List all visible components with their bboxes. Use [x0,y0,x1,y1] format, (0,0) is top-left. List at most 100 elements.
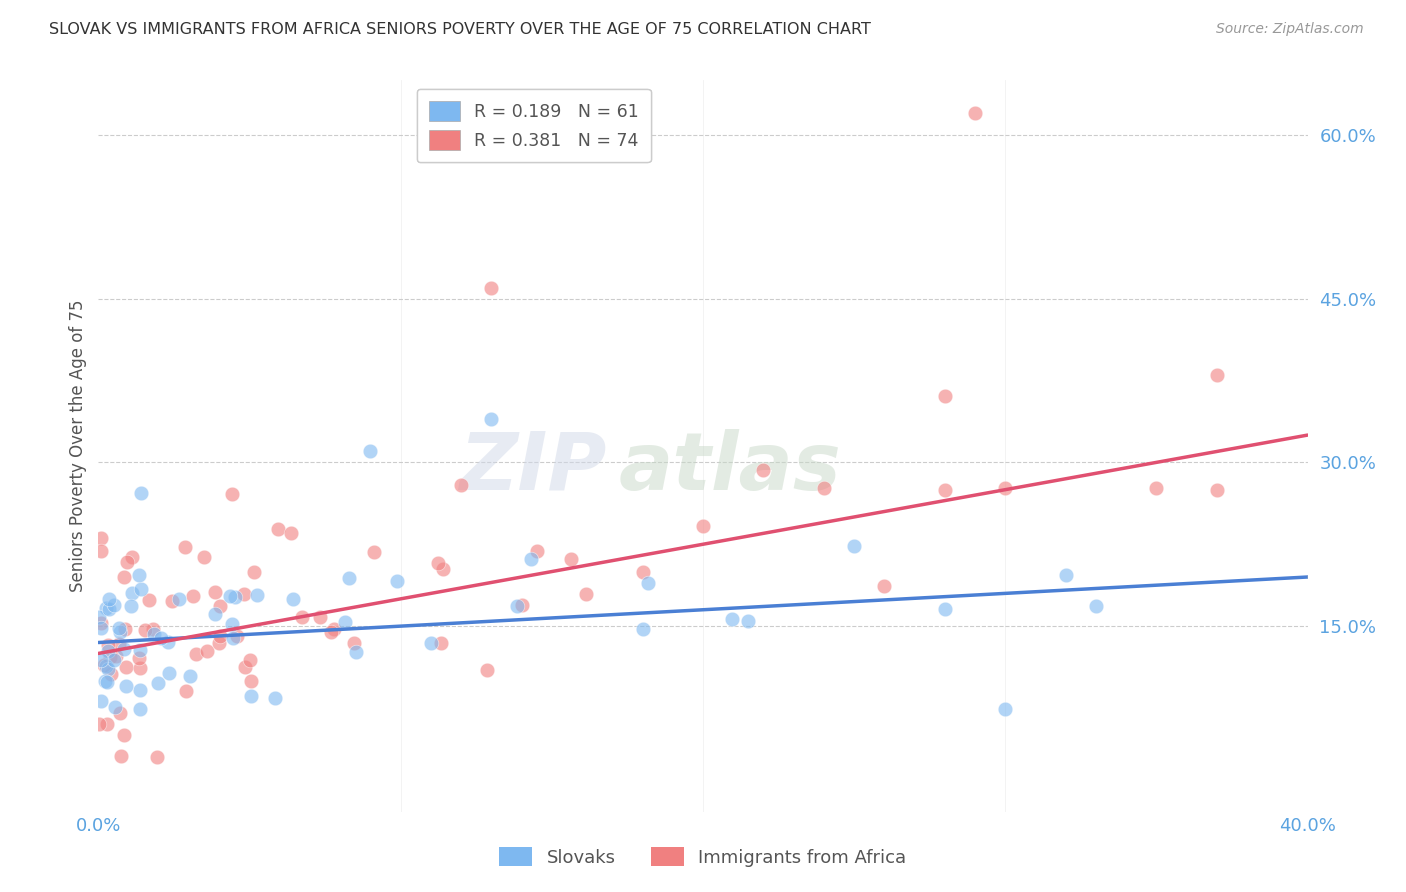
Point [174,684,197,698]
Point [844,539,866,553]
Point [94,674,117,689]
Point [239,674,262,689]
Point [129,642,152,657]
Point [1206,483,1229,498]
Point [219,589,242,603]
Point [108,622,131,636]
Point [195,644,218,658]
Point [519,552,541,566]
Point [181,589,204,603]
Point [235,660,257,674]
Point [631,566,654,580]
Point [204,607,226,622]
Point [115,660,138,674]
Point [1054,568,1077,582]
Point [179,669,201,683]
Point [93,658,115,673]
Point [90,653,112,667]
Point [143,626,166,640]
Point [146,750,169,764]
Point [450,477,472,491]
Y-axis label: Seniors Poverty Over the Age of 75: Seniors Poverty Over the Age of 75 [69,300,87,592]
Point [150,632,173,646]
Point [506,599,529,613]
Point [207,636,229,650]
Point [994,481,1017,495]
Point [575,587,598,601]
Point [94,601,117,615]
Point [221,486,243,500]
Point [246,588,269,602]
Legend: R = 0.189   N = 61, R = 0.381   N = 74: R = 0.189 N = 61, R = 0.381 N = 74 [416,89,651,162]
Point [965,106,987,120]
Point [283,592,305,607]
Point [89,610,111,624]
Point [128,650,150,665]
Point [475,663,498,677]
Point [138,593,160,607]
Point [128,702,150,716]
Point [184,647,207,661]
Point [363,544,385,558]
Point [360,444,382,458]
Point [232,587,254,601]
Point [108,624,131,639]
Point [169,592,191,607]
Point [243,565,266,579]
Point [131,582,153,596]
Text: SLOVAK VS IMMIGRANTS FROM AFRICA SENIORS POVERTY OVER THE AGE OF 75 CORRELATION : SLOVAK VS IMMIGRANTS FROM AFRICA SENIORS… [49,22,872,37]
Point [432,562,454,576]
Point [114,622,136,636]
Point [104,649,127,664]
Text: ZIP: ZIP [458,429,606,507]
Text: atlas: atlas [619,429,841,507]
Point [309,609,332,624]
Point [112,641,135,656]
Point [90,544,112,558]
Point [120,599,142,613]
Point [98,602,121,616]
Point [94,658,117,673]
Point [481,281,503,295]
Legend: Slovaks, Immigrants from Africa: Slovaks, Immigrants from Africa [492,840,914,874]
Point [994,702,1017,716]
Point [97,638,120,652]
Point [264,691,287,706]
Point [637,576,659,591]
Point [90,621,112,635]
Point [344,645,367,659]
Point [291,610,314,624]
Point [128,661,150,675]
Point [239,653,262,667]
Point [526,543,548,558]
Point [121,550,143,565]
Point [343,636,366,650]
Point [110,706,132,720]
Point [110,749,132,764]
Point [1085,599,1108,613]
Point [631,622,654,636]
Point [100,667,122,681]
Point [321,624,343,639]
Point [323,622,346,636]
Point [222,631,245,645]
Point [209,599,232,614]
Point [813,482,835,496]
Point [117,555,139,569]
Point [129,486,152,500]
Point [112,728,135,742]
Point [737,614,759,628]
Point [426,556,449,570]
Point [752,463,775,477]
Point [96,644,118,658]
Point [337,571,360,585]
Point [115,679,138,693]
Point [97,592,120,607]
Point [134,623,156,637]
Point [90,694,112,708]
Point [96,716,118,731]
Point [121,585,143,599]
Point [1144,481,1167,495]
Point [104,700,127,714]
Point [103,652,125,666]
